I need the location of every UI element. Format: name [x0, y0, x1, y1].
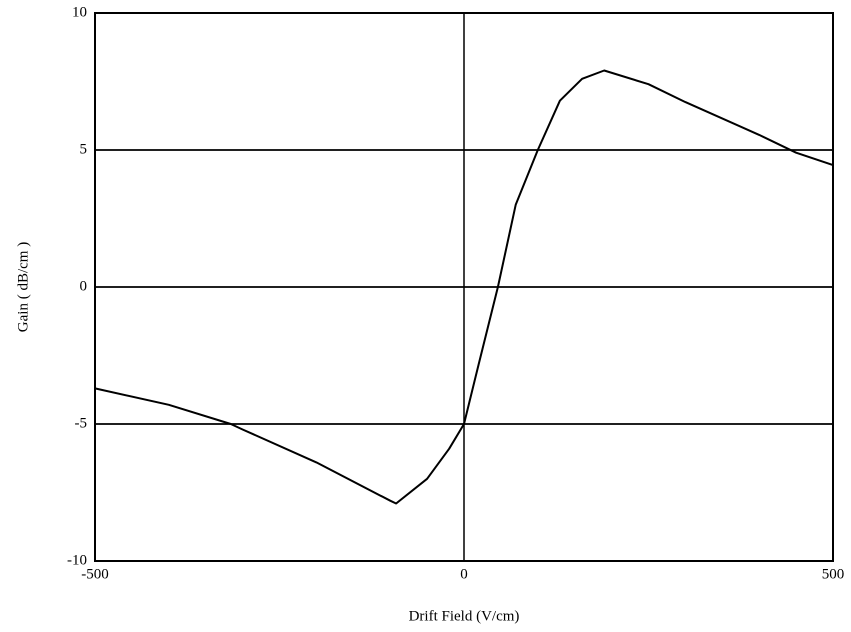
y-tick-label: -5 [75, 415, 88, 431]
y-tick-label: 10 [72, 4, 87, 20]
y-tick-label: 5 [80, 141, 88, 157]
y-axis-label: Gain ( dB/cm ) [15, 242, 31, 332]
x-axis-label: Drift Field (V/cm) [409, 608, 520, 624]
x-tick-label: 0 [460, 566, 468, 582]
data-line [94, 69, 834, 505]
y-tick-label: -10 [67, 552, 87, 568]
x-tick-label: 500 [822, 566, 845, 582]
x-tick-label: -500 [81, 566, 109, 582]
y-tick-label: 0 [80, 278, 88, 294]
